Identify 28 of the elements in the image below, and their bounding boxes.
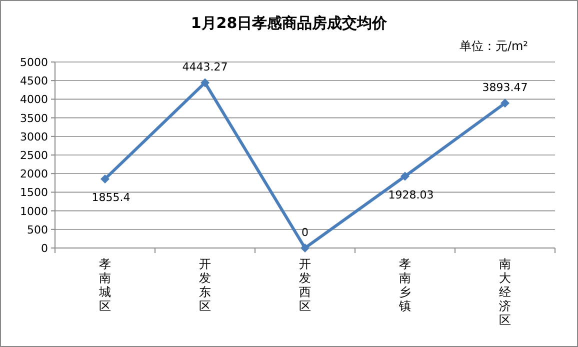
point <box>400 172 410 181</box>
y-tick-label: 4000 <box>20 93 48 106</box>
chart-title: 1月28日孝感商品房成交均价 <box>190 14 388 32</box>
point <box>300 244 310 252</box>
data-label: 3893.47 <box>482 81 528 94</box>
point <box>200 78 210 88</box>
data-label: 0 <box>302 226 308 239</box>
text: 单位：元/m² <box>459 39 528 53</box>
y-tick-label: 0 <box>41 242 48 255</box>
y-tick-label: 3000 <box>20 130 48 144</box>
data-label: 1855.4 <box>92 190 130 204</box>
x-tick-label: 开发西区 <box>299 257 311 313</box>
x-tick-label: 孝南乡镇 <box>398 257 411 313</box>
y-tick-label: 5000 <box>20 56 48 69</box>
y-tick-label: 1500 <box>20 186 48 200</box>
point <box>500 98 510 108</box>
x-tick-label: 开发东区 <box>199 257 211 313</box>
data-label: 4443.27 <box>182 60 228 74</box>
y-tick-label: 3500 <box>20 112 48 125</box>
y-tick-label: 2500 <box>20 149 48 162</box>
x-tick-label: 孝南城区 <box>98 257 111 313</box>
x-tick-label: 南大经济区 <box>499 257 511 327</box>
y-tick-label: 500 <box>27 223 48 236</box>
y-tick-label: 1000 <box>20 204 48 218</box>
point <box>100 174 110 184</box>
y-tick-label: 2000 <box>20 168 48 181</box>
data-label: 1928.03 <box>388 188 434 202</box>
y-tick-label: 4500 <box>20 74 48 88</box>
